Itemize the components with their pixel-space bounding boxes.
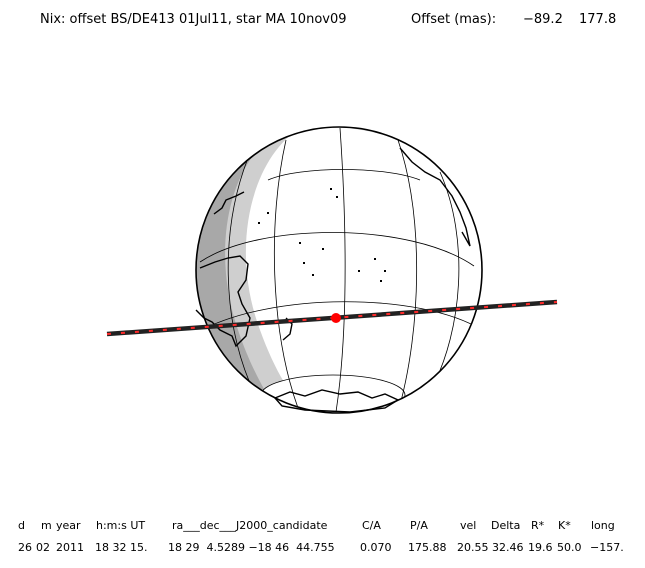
table-value: 2011 (56, 541, 84, 554)
header: Nix: offset BS/DE413 01Jul11, star MA 10… (0, 12, 645, 32)
table-header: h:m:s UT (96, 519, 146, 532)
plot-title: Nix: offset BS/DE413 01Jul11, star MA 10… (40, 12, 347, 27)
table-value: 20.55 (457, 541, 489, 554)
table-header: long (591, 519, 615, 532)
offset-dec: 177.8 (579, 12, 617, 27)
event-table: d m year h:m:s UT ra___dec___J2000_candi… (0, 515, 645, 555)
offset-label: Offset (mas): (411, 12, 497, 27)
globe-outline (195, 126, 483, 414)
table-header: R* (531, 519, 545, 532)
graticule (197, 127, 482, 413)
antarctica-coast (273, 389, 400, 413)
table-value: 175.88 (408, 541, 447, 554)
table-value: 32.46 (492, 541, 524, 554)
table-header: vel (460, 519, 477, 532)
table-value: 19.6 (528, 541, 553, 554)
islands (258, 188, 386, 282)
offset-ra: −89.2 (523, 12, 563, 27)
asia-coast (213, 191, 245, 215)
table-header: d (18, 519, 25, 532)
table-value: 26 (18, 541, 32, 554)
table-value: 18 29 4.5289 −18 46 44.755 (168, 541, 335, 554)
table-value: 18 32 15. (95, 541, 148, 554)
table-header: ra___dec___J2000_candidate (172, 519, 328, 532)
closest-approach-dot (331, 313, 341, 323)
globe-disc (196, 127, 482, 413)
table-header: m (41, 519, 52, 532)
table-value: −157. (590, 541, 624, 554)
table-header: Delta (491, 519, 521, 532)
table-value: 50.0 (557, 541, 582, 554)
table-header: K* (558, 519, 571, 532)
table-header: C/A (362, 519, 381, 532)
north-america-coast (399, 147, 471, 247)
table-header: year (56, 519, 81, 532)
table-value: 0.070 (360, 541, 392, 554)
table-header: P/A (410, 519, 428, 532)
table-value: 02 (36, 541, 50, 554)
